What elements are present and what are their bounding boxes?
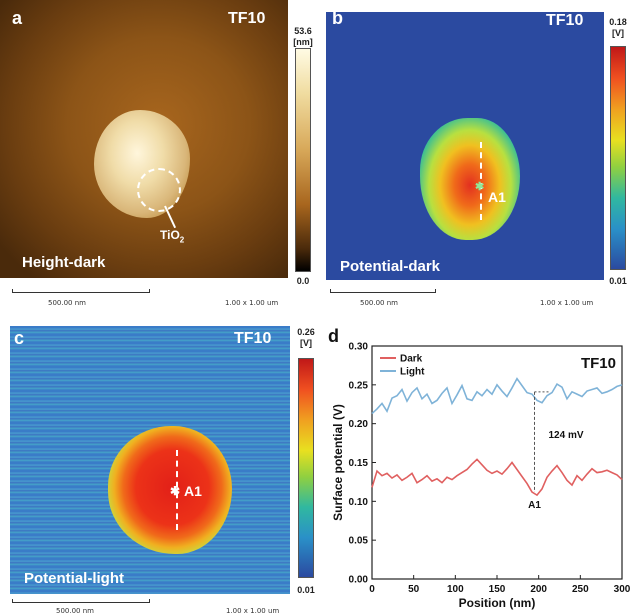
- tio2-marker-circle: [137, 168, 181, 212]
- plot-frame: [372, 346, 622, 579]
- panel-a-height-map: TiO2 a TF10 Height-dark: [0, 0, 288, 278]
- panel-label-b: b: [332, 12, 343, 29]
- panel-c-scale-right: 1.00 x 1.00 um: [226, 607, 279, 615]
- panel-c-scale-left: 500.00 nm: [56, 607, 94, 615]
- panel-b-colorbar-max: 0.18: [605, 17, 631, 27]
- tio2-annotation: TiO2: [160, 228, 184, 244]
- panel-c-colorbar: [298, 358, 314, 578]
- panel-a-sample-title: TF10: [228, 10, 265, 28]
- panel-c-colorbar-unit: [V]: [293, 338, 319, 348]
- x-tick-label: 200: [530, 584, 547, 595]
- panel-b-colorbar: [610, 46, 626, 270]
- x-tick-label: 300: [614, 584, 631, 595]
- legend-label-light: Light: [400, 367, 425, 378]
- panel-b-scale-left: 500.00 nm: [360, 299, 398, 307]
- difference-annotation: 124 mV: [549, 430, 584, 441]
- panel-c-point-marker: ✱: [170, 484, 180, 498]
- panel-b-scale-bar: [330, 292, 436, 293]
- panel-b-sample-title: TF10: [546, 12, 583, 30]
- panel-a-colorbar-min: 0.0: [290, 276, 316, 286]
- panel-c-sample-title: TF10: [234, 330, 271, 348]
- y-tick-label: 0.05: [349, 536, 369, 547]
- panel-c-point-label: A1: [184, 483, 202, 499]
- y-tick-label: 0.20: [349, 419, 369, 430]
- surface-potential-chart: 0.00 0.05 0.10 0.15 0.20 0.25 0.30 0 50 100 150 200…: [330, 326, 630, 616]
- panel-a-colorbar: [295, 48, 311, 272]
- y-tick-label: 0.00: [349, 575, 369, 586]
- panel-b-point-marker: ✱: [475, 180, 484, 193]
- x-tick-label: 0: [369, 584, 375, 595]
- panel-a-caption: Height-dark: [22, 254, 105, 271]
- panel-a-scale-bar: [12, 292, 150, 293]
- panel-b-colorbar-min: 0.01: [605, 276, 631, 286]
- panel-c-potential-light-map: ✱ A1 c TF10 Potential-light: [10, 326, 290, 594]
- panel-c-colorbar-max: 0.26: [293, 327, 319, 337]
- panel-b-scale-right: 1.00 x 1.00 um: [540, 299, 593, 307]
- y-axis-label: Surface potential (V): [331, 404, 345, 521]
- panel-b-point-label: A1: [488, 189, 506, 205]
- series-line-light: [372, 379, 622, 414]
- panel-label-a: a: [12, 8, 22, 29]
- y-tick-label: 0.15: [349, 458, 369, 469]
- series-line-dark: [372, 459, 622, 495]
- x-axis-label: Position (nm): [459, 596, 536, 610]
- particle-potential-dark: [420, 118, 520, 240]
- x-tick-label: 50: [408, 584, 420, 595]
- panel-b-colorbar-unit: [V]: [605, 28, 631, 38]
- panel-c-scale-bar: [12, 602, 150, 603]
- panel-a-colorbar-unit: [nm]: [288, 37, 318, 47]
- panel-c-caption: Potential-light: [24, 570, 124, 587]
- y-tick-label: 0.10: [349, 497, 369, 508]
- x-tick-label: 150: [489, 584, 506, 595]
- panel-a-scale-right: 1.00 x 1.00 um: [225, 299, 278, 307]
- y-tick-label: 0.30: [349, 342, 369, 353]
- panel-b-potential-dark-map: ✱ A1 b TF10 Potential-dark: [326, 12, 604, 280]
- panel-label-c: c: [14, 328, 24, 349]
- panel-a-scale-left: 500.00 nm: [48, 299, 86, 307]
- chart-title: TF10: [581, 355, 616, 372]
- panel-a-colorbar-max: 53.6: [290, 26, 316, 36]
- panel-c-colorbar-min: 0.01: [293, 585, 319, 595]
- panel-b-caption: Potential-dark: [340, 258, 440, 275]
- legend-label-dark: Dark: [400, 354, 423, 365]
- x-tick-label: 100: [447, 584, 464, 595]
- x-tick-label: 250: [572, 584, 589, 595]
- marker-label: A1: [528, 500, 541, 511]
- y-tick-label: 0.25: [349, 380, 369, 391]
